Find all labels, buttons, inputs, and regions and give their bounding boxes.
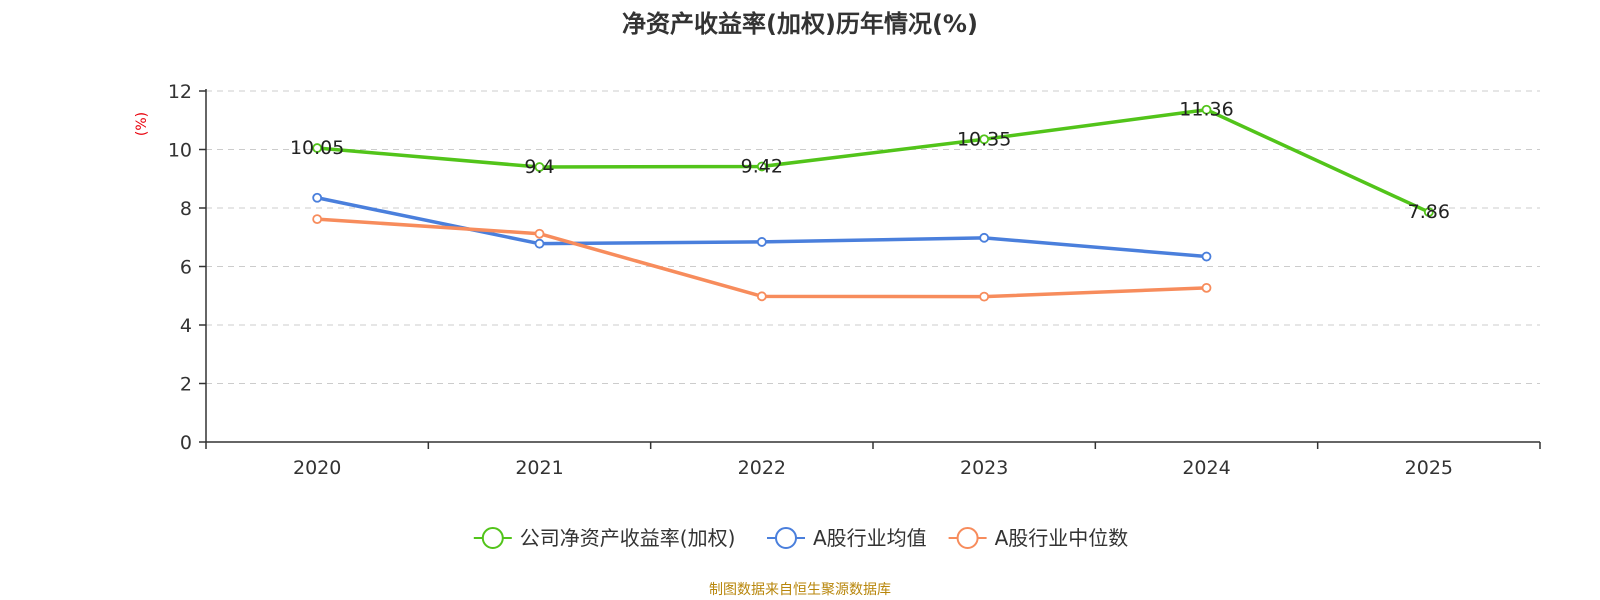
legend-marker-icon bbox=[956, 527, 979, 549]
y-tick-label: 6 bbox=[180, 257, 192, 279]
legend-item-1[interactable]: A股行业均值 bbox=[767, 526, 927, 550]
data-point[interactable] bbox=[979, 232, 990, 243]
data-label: 9.42 bbox=[741, 155, 783, 177]
y-tick-label: 10 bbox=[168, 140, 192, 162]
legend-label: A股行业中位数 bbox=[995, 526, 1129, 550]
legend: 公司净资产收益率(加权) A股行业均值 A股行业中位数 bbox=[473, 526, 1129, 550]
data-label: 9.4 bbox=[524, 156, 554, 178]
x-tick-label: 2025 bbox=[1405, 457, 1453, 479]
data-point[interactable] bbox=[1201, 251, 1212, 262]
x-tick-label: 2020 bbox=[293, 457, 341, 479]
legend-item-2[interactable]: A股行业中位数 bbox=[948, 526, 1129, 550]
data-point[interactable] bbox=[756, 161, 767, 172]
series-line-0 bbox=[317, 107, 1430, 214]
source-note: 制图数据来自恒生聚源数据库 bbox=[709, 582, 891, 598]
x-tick-label: 2023 bbox=[960, 457, 1008, 479]
legend-marker-icon bbox=[481, 527, 504, 549]
grid-lines bbox=[206, 90, 1540, 384]
data-point[interactable] bbox=[1201, 282, 1212, 293]
y-tick-label: 2 bbox=[180, 374, 192, 396]
legend-item-0[interactable]: 公司净资产收益率(加权) bbox=[473, 526, 736, 550]
x-tick-label: 2022 bbox=[738, 457, 786, 479]
data-point[interactable] bbox=[979, 134, 990, 145]
data-point[interactable] bbox=[312, 214, 323, 225]
y-tick-label: 8 bbox=[180, 198, 192, 220]
legend-label: A股行业均值 bbox=[813, 526, 927, 550]
data-labels: 10.05 9.4 9.42 10.35 11.36 7.86 bbox=[290, 99, 1450, 223]
data-label: 11.36 bbox=[1179, 99, 1233, 121]
x-tick-label: 2024 bbox=[1182, 457, 1230, 479]
data-point[interactable] bbox=[534, 238, 545, 249]
data-point[interactable] bbox=[979, 291, 990, 302]
data-point[interactable] bbox=[1201, 104, 1212, 115]
data-point[interactable] bbox=[534, 228, 545, 239]
data-point[interactable] bbox=[756, 237, 767, 247]
series-line-2 bbox=[317, 217, 1207, 299]
data-label: 10.05 bbox=[290, 137, 344, 159]
data-point[interactable] bbox=[756, 291, 767, 302]
data-point[interactable] bbox=[534, 162, 545, 172]
x-tick-label: 2021 bbox=[515, 457, 563, 479]
axes: 0 2 4 6 8 10 12 2020 2021 2022 2023 2024 2025 bbox=[168, 81, 1541, 479]
data-point[interactable] bbox=[312, 143, 323, 153]
y-axis-label: (%) bbox=[134, 112, 150, 136]
y-tick-label: 12 bbox=[168, 81, 192, 103]
data-point[interactable] bbox=[1423, 207, 1434, 217]
data-label: 10.35 bbox=[957, 128, 1011, 150]
y-tick-label: 0 bbox=[180, 432, 192, 454]
series-group bbox=[312, 104, 1434, 302]
data-point[interactable] bbox=[312, 192, 323, 203]
legend-label: 公司净资产收益率(加权) bbox=[520, 526, 736, 550]
y-tick-label: 4 bbox=[180, 315, 192, 337]
chart-title: 净资产收益率(加权)历年情况(%) bbox=[622, 10, 978, 38]
data-label: 7.86 bbox=[1408, 201, 1450, 223]
legend-marker-icon bbox=[775, 527, 797, 549]
